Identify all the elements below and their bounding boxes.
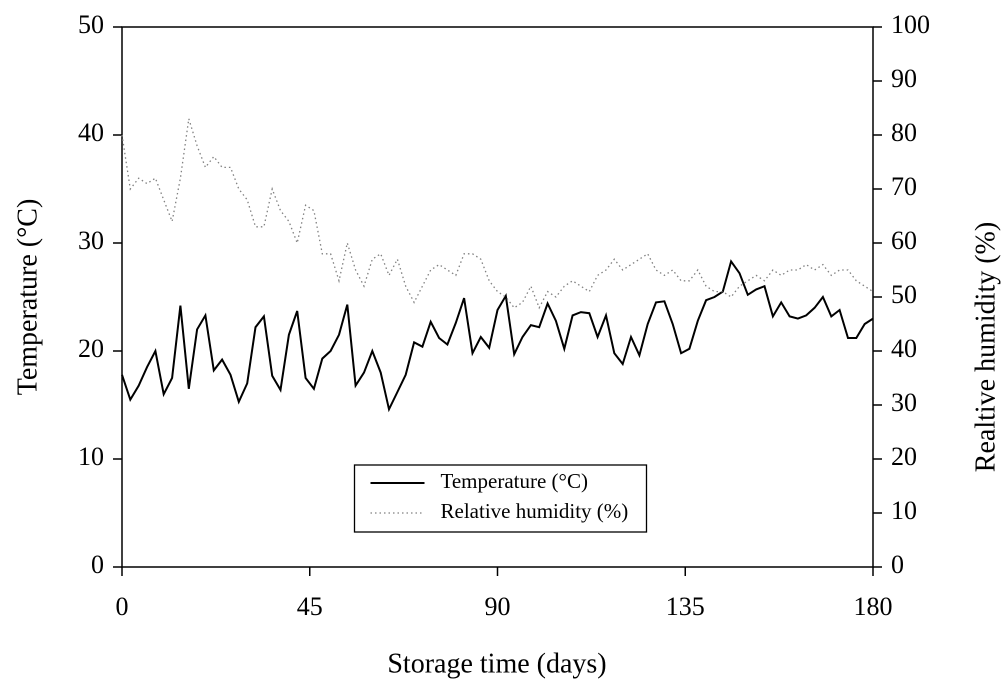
x-tick-label: 0 <box>116 592 129 621</box>
y2-tick-label: 60 <box>891 226 917 255</box>
x-tick-label: 90 <box>485 592 511 621</box>
y-axis-label: Temperature (°C) <box>12 199 43 396</box>
y2-tick-label: 0 <box>891 550 904 579</box>
y2-tick-label: 50 <box>891 280 917 309</box>
y2-tick-label: 70 <box>891 172 917 201</box>
x-tick-label: 180 <box>854 592 893 621</box>
y2-tick-label: 20 <box>891 442 917 471</box>
x-axis-label: Storage time (days) <box>387 648 606 679</box>
data-line <box>121 259 874 413</box>
y-tick-label: 20 <box>78 334 104 363</box>
data-line <box>121 118 874 310</box>
y2-tick-label: 10 <box>891 496 917 525</box>
y-tick-label: 30 <box>78 226 104 255</box>
legend-label: Relative humidity (%) <box>441 499 629 523</box>
y2-tick-label: 80 <box>891 118 917 147</box>
y2-tick-label: 30 <box>891 388 917 417</box>
y-tick-label: 10 <box>78 442 104 471</box>
legend-box <box>353 464 648 533</box>
y-tick-label: 40 <box>78 118 104 147</box>
y-tick-label: 0 <box>91 550 104 579</box>
x-tick-label: 135 <box>666 592 705 621</box>
y2-tick-label: 90 <box>891 64 917 93</box>
x-tick-label: 45 <box>297 592 323 621</box>
y2-axis-label: Realtive humidity (%) <box>970 222 1001 472</box>
y-tick-label: 50 <box>78 10 104 39</box>
legend-label: Temperature (°C) <box>441 469 588 493</box>
y2-tick-label: 40 <box>891 334 917 363</box>
y2-tick-label: 100 <box>891 10 930 39</box>
